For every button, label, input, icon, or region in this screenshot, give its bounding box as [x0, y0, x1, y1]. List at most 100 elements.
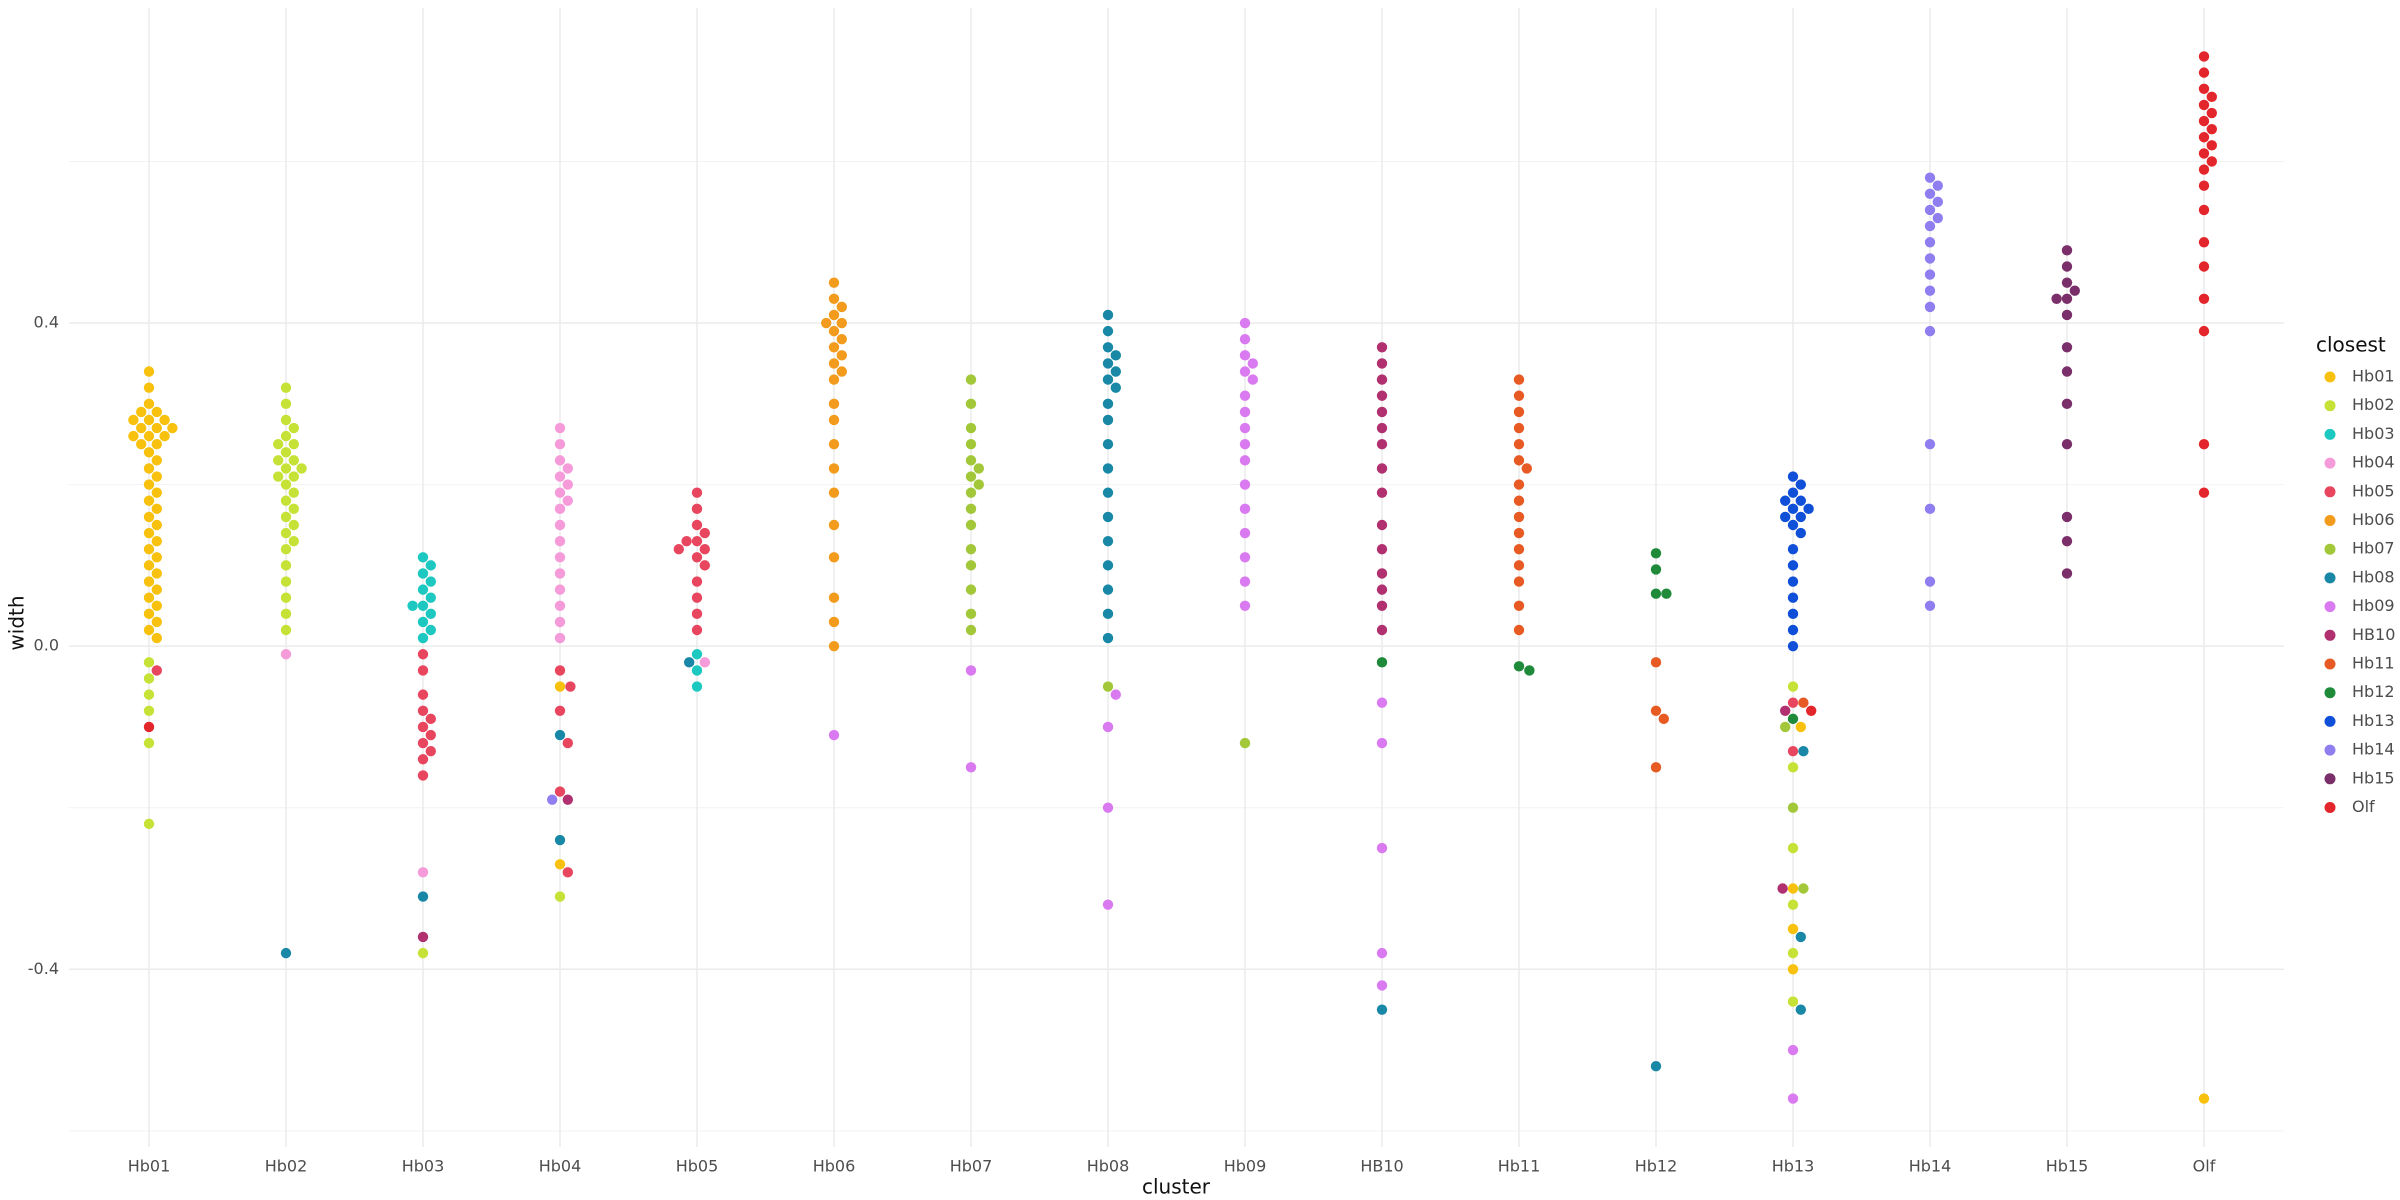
- point: [280, 511, 292, 523]
- point: [1513, 511, 1525, 523]
- point: [1787, 576, 1799, 587]
- point: [1787, 1093, 1799, 1104]
- point: [288, 519, 299, 531]
- point: [417, 632, 429, 644]
- point: [288, 439, 299, 450]
- point: [1650, 588, 1662, 599]
- point: [2198, 1093, 2210, 1104]
- point: [836, 333, 847, 345]
- point: [288, 455, 299, 466]
- point: [1787, 503, 1799, 515]
- point: [1102, 632, 1114, 644]
- point: [1787, 519, 1799, 531]
- x-tick-label: Hb08: [1087, 1157, 1130, 1176]
- point: [973, 463, 984, 474]
- point: [1102, 899, 1114, 910]
- x-axis-title: cluster: [1142, 1175, 1211, 1199]
- point: [1239, 552, 1251, 563]
- point: [1795, 479, 1807, 490]
- point: [425, 624, 436, 636]
- point: [151, 406, 162, 418]
- point: [280, 447, 292, 458]
- point: [1376, 342, 1388, 353]
- x-tick-label: Hb12: [1635, 1157, 1678, 1176]
- point: [1239, 455, 1251, 466]
- x-tick-label: Hb06: [813, 1157, 856, 1176]
- point: [1376, 463, 1388, 474]
- point: [965, 398, 977, 410]
- point: [143, 430, 155, 442]
- point: [828, 463, 840, 474]
- point: [691, 576, 703, 587]
- legend-label: HB10: [2352, 625, 2395, 644]
- point: [699, 544, 710, 555]
- point: [828, 439, 840, 450]
- point: [2051, 293, 2062, 305]
- legend-swatch: [2324, 715, 2336, 727]
- point: [1787, 697, 1799, 708]
- x-tick-label: Hb11: [1498, 1157, 1541, 1176]
- point: [417, 552, 429, 563]
- point: [1650, 1061, 1662, 1072]
- point: [1795, 495, 1807, 506]
- point: [143, 527, 155, 539]
- point: [151, 519, 162, 531]
- point: [417, 737, 429, 749]
- point: [1239, 406, 1251, 418]
- point: [554, 665, 566, 676]
- point: [1239, 737, 1251, 749]
- point: [965, 503, 977, 515]
- point: [1376, 600, 1388, 611]
- point: [407, 600, 418, 611]
- point: [143, 592, 155, 603]
- point: [1239, 576, 1251, 587]
- point: [280, 649, 292, 660]
- point: [273, 439, 284, 450]
- point: [965, 544, 977, 555]
- point: [965, 560, 977, 571]
- point: [554, 439, 566, 450]
- y-tick-label: 0.4: [34, 313, 59, 332]
- point: [143, 673, 155, 684]
- point: [1376, 1004, 1388, 1015]
- point: [1795, 1004, 1807, 1015]
- point: [1787, 802, 1799, 813]
- point: [965, 422, 977, 434]
- point: [2061, 342, 2073, 353]
- point: [821, 317, 832, 329]
- point: [1521, 463, 1533, 474]
- point: [2061, 439, 2073, 450]
- point: [1932, 180, 1944, 191]
- point: [1795, 511, 1807, 523]
- point: [2198, 204, 2210, 216]
- point: [425, 560, 436, 571]
- point: [2061, 309, 2073, 321]
- point: [1102, 511, 1114, 523]
- point: [417, 689, 429, 700]
- point: [1650, 564, 1662, 575]
- point: [2198, 67, 2210, 78]
- point: [1524, 665, 1535, 676]
- point: [280, 576, 292, 587]
- point: [965, 519, 977, 531]
- point: [1239, 317, 1251, 329]
- point: [1102, 309, 1114, 321]
- legend-label: Hb03: [2352, 424, 2395, 443]
- point: [1932, 196, 1944, 208]
- x-tick-label: Olf: [2193, 1157, 2216, 1176]
- point: [1787, 762, 1799, 773]
- point: [828, 309, 840, 321]
- point: [1806, 705, 1817, 716]
- point: [691, 649, 703, 660]
- point: [1239, 333, 1251, 345]
- point: [965, 455, 977, 466]
- point: [1650, 762, 1662, 773]
- point: [1513, 439, 1525, 450]
- point: [417, 649, 429, 660]
- point: [691, 535, 703, 547]
- point: [1650, 548, 1662, 559]
- point: [1376, 568, 1388, 579]
- point: [1787, 883, 1799, 894]
- point: [1924, 269, 1936, 280]
- point: [1239, 350, 1251, 361]
